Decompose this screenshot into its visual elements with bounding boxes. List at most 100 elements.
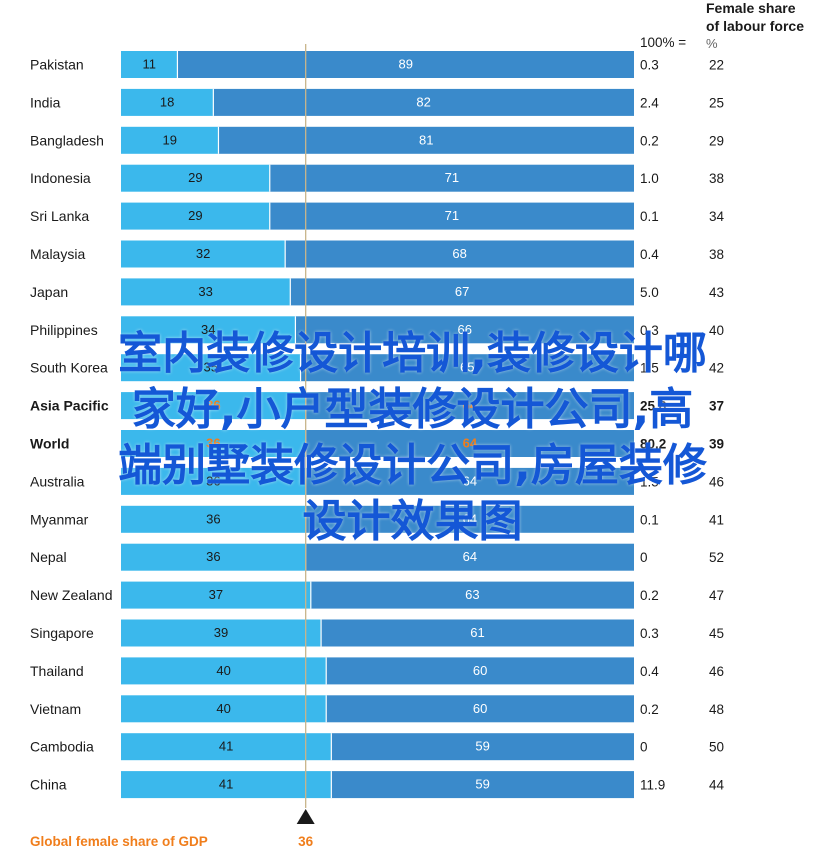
country-label: Sri Lanka	[30, 208, 89, 224]
country-label: Singapore	[30, 625, 94, 641]
bar-value-female: 19	[163, 132, 177, 147]
chart-row: 29 71 Indonesia 1.0 38	[30, 164, 724, 192]
bar-value-female: 32	[196, 246, 210, 261]
bar-value-male: 66	[457, 322, 471, 337]
bar-male-share	[177, 51, 634, 78]
chart-row: 18 82 India 2.4 25	[30, 88, 724, 116]
country-label: Asia Pacific	[30, 398, 109, 414]
country-label: Thailand	[30, 663, 84, 679]
gdp-value: 2.4	[640, 95, 659, 110]
bar-value-female: 39	[214, 625, 228, 640]
labour-force-value: 45	[709, 626, 724, 641]
header-labour-unit: %	[706, 36, 718, 51]
bar-value-male: 59	[475, 739, 489, 754]
country-label: Vietnam	[30, 701, 81, 717]
bar-male-share	[305, 467, 634, 495]
labour-force-value: 37	[709, 399, 724, 414]
country-label: China	[30, 777, 67, 793]
bar-value-female: 41	[219, 739, 233, 754]
header-labour-title-line2: of labour force	[706, 18, 804, 34]
bar-female-share	[121, 467, 306, 495]
bar-male-share	[213, 88, 634, 116]
bar-female-share	[121, 88, 214, 116]
bar-value-female: 41	[219, 777, 233, 792]
chart-row: 41 59 Cambodia 0 50	[30, 733, 724, 761]
labour-force-value: 44	[709, 778, 725, 793]
bar-female-share	[121, 430, 306, 457]
bar-male-share	[305, 505, 634, 533]
chart-row: 41 59 China 11.9 44	[30, 771, 725, 799]
bar-value-female: 36	[206, 436, 220, 451]
bar-value-female: 11	[142, 57, 156, 72]
chart-row: 34 66 Philippines 0.3 40	[30, 316, 724, 344]
country-label: Philippines	[30, 322, 98, 338]
reference-value: 36	[298, 834, 314, 849]
gdp-value: 0.2	[640, 588, 659, 603]
bar-value-female: 40	[216, 701, 230, 716]
gdp-value: 80.2	[640, 437, 666, 452]
bar-male-share	[295, 316, 634, 344]
bar-female-share	[121, 733, 332, 761]
bar-value-male: 82	[416, 94, 430, 109]
chart-row: 36 64 Australia 1.5 46	[30, 467, 724, 495]
gdp-value: 0.3	[640, 323, 659, 338]
bar-value-male: 59	[475, 777, 489, 792]
bar-female-share	[121, 581, 311, 609]
labour-force-value: 38	[709, 247, 724, 262]
gdp-value: 1.5	[640, 474, 659, 489]
chart-row: 37 63 New Zealand 0.2 47	[30, 581, 724, 609]
labour-force-value: 52	[709, 550, 724, 565]
chart-row: 39 61 Singapore 0.3 45	[30, 619, 724, 647]
bar-value-female: 36	[206, 549, 220, 564]
country-label: Pakistan	[30, 57, 84, 73]
country-label: Myanmar	[30, 511, 89, 527]
gdp-value: 0.2	[640, 133, 659, 148]
gdp-value: 1.5	[640, 361, 659, 376]
bar-female-share	[121, 543, 306, 571]
bar-value-female: 37	[209, 587, 223, 602]
country-label: Malaysia	[30, 246, 85, 262]
chart-row: 36 64 Asia Pacific 25.8 37	[30, 392, 724, 420]
bar-female-share	[121, 240, 286, 268]
chart-row: 35 65 South Korea 1.5 42	[30, 354, 724, 382]
bar-value-male: 64	[463, 549, 477, 564]
bar-male-share	[326, 657, 634, 685]
gdp-value: 0.4	[640, 247, 659, 262]
chart-row: 33 67 Japan 5.0 43	[30, 278, 724, 306]
country-label: Australia	[30, 473, 85, 489]
bar-value-female: 29	[188, 208, 202, 223]
country-label: World	[30, 436, 69, 452]
bar-value-female: 36	[206, 398, 220, 413]
labour-force-value: 43	[709, 285, 724, 300]
bar-female-share	[121, 278, 291, 306]
gdp-value: 0.1	[640, 512, 659, 527]
bar-male-share	[305, 430, 634, 457]
bar-value-female: 36	[206, 473, 220, 488]
bar-male-share	[305, 392, 634, 420]
bar-value-male: 71	[445, 208, 459, 223]
bar-male-share	[310, 581, 634, 609]
reference-label: Global female share of GDP	[30, 834, 208, 849]
chart-row: 36 64 World 80.2 39	[30, 430, 724, 457]
bar-value-female: 33	[198, 284, 212, 299]
chart-row: 40 60 Vietnam 0.2 48	[30, 695, 724, 723]
country-label: New Zealand	[30, 587, 113, 603]
chart-row: 19 81 Bangladesh 0.2 29	[30, 126, 724, 154]
bar-male-share	[285, 240, 634, 268]
bar-female-share	[121, 202, 270, 230]
bar-value-male: 60	[473, 663, 487, 678]
country-label: Cambodia	[30, 739, 94, 755]
bar-male-share	[269, 202, 634, 230]
bar-value-male: 60	[473, 701, 487, 716]
labour-force-value: 25	[709, 95, 724, 110]
bar-male-share	[326, 695, 634, 723]
gdp-value: 0.2	[640, 702, 659, 717]
bar-female-share	[121, 619, 322, 647]
bar-value-male: 89	[398, 57, 412, 72]
bar-value-male: 65	[460, 360, 474, 375]
country-label: Japan	[30, 284, 68, 300]
bar-value-male: 68	[452, 246, 466, 261]
gdp-value: 1.0	[640, 171, 659, 186]
country-label: India	[30, 94, 61, 110]
